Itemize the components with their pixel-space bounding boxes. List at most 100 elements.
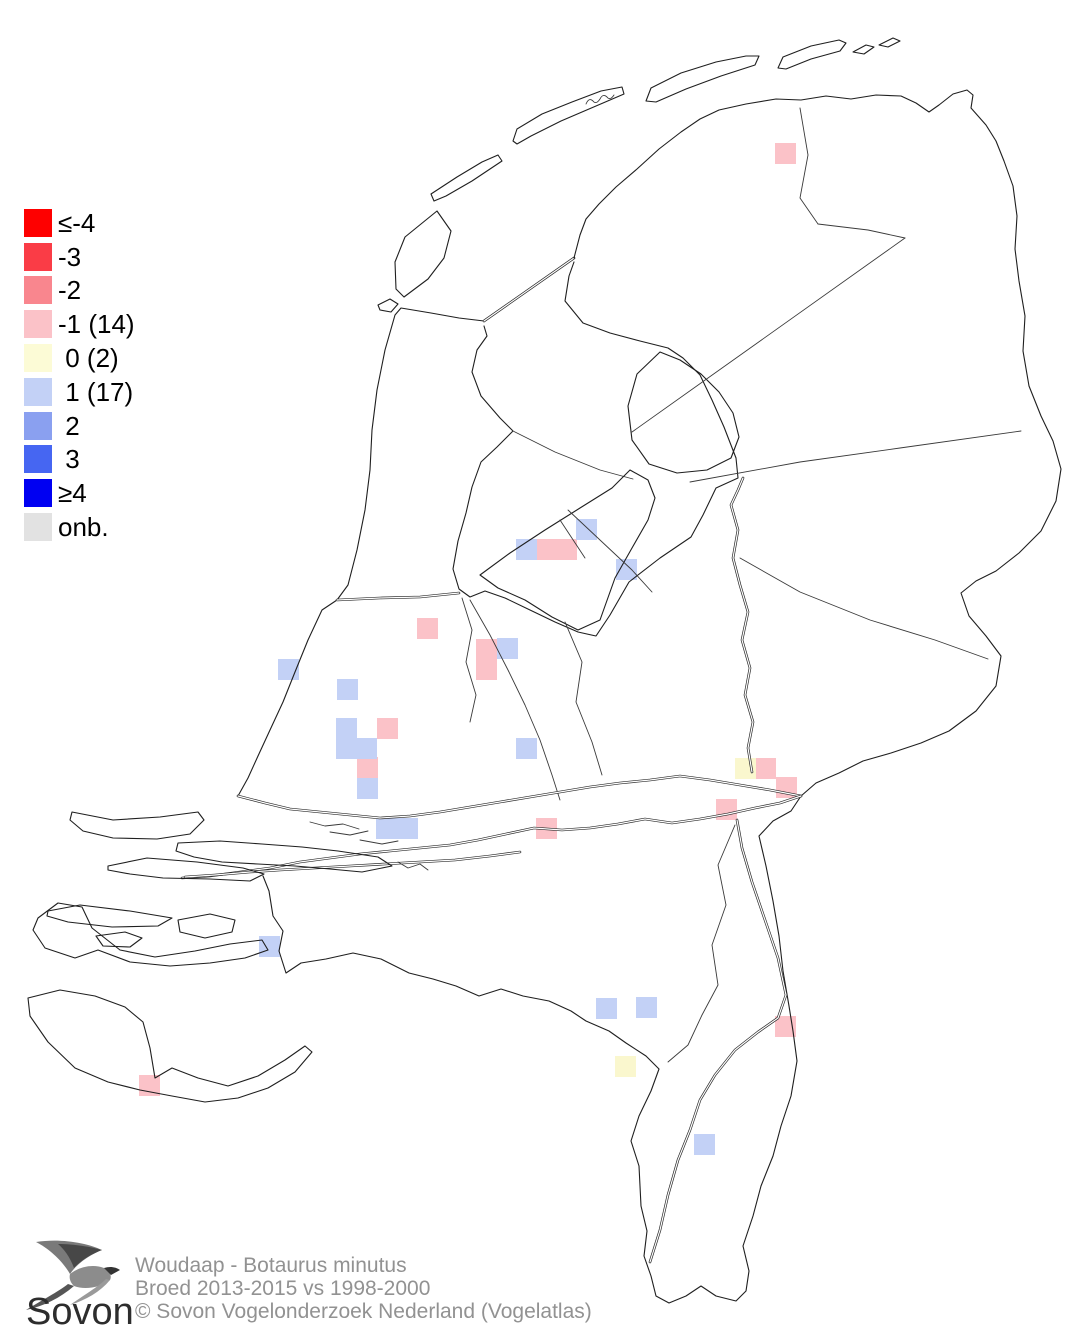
grid-square (377, 718, 398, 739)
island-texel (394, 210, 452, 298)
sovon-logo: Sovon (26, 1240, 134, 1333)
swallow-tail-icon (26, 1284, 74, 1310)
grid-square (596, 998, 617, 1019)
grid-square (616, 559, 637, 580)
island-schouwen-duiveland (46, 904, 173, 928)
grid-square (516, 738, 537, 759)
legend-item: 2 (24, 409, 135, 443)
noordzeekanaal-inner (336, 592, 460, 601)
swallow-head-icon (104, 1266, 120, 1275)
island-terschelling (512, 86, 625, 145)
rotterdam-harbour-marks (309, 821, 429, 871)
river-waal-inner (181, 795, 802, 879)
grid-square (576, 519, 597, 540)
border-friesland-groningen (799, 107, 819, 225)
grid-square (775, 143, 796, 164)
legend-swatch (24, 377, 52, 406)
legend-label: ≤-4 (58, 207, 96, 238)
border-groningen-drenthe (817, 223, 906, 239)
legend-item: 0 (2) (24, 341, 135, 375)
map-outlines (27, 37, 1062, 1304)
swallow-tail2-icon (70, 1279, 110, 1305)
legend-swatch (24, 276, 52, 305)
grid-square (775, 1016, 796, 1037)
grid-square (476, 639, 497, 660)
period-subtitle: Broed 2013-2015 vs 1998-2000 (135, 1277, 431, 1300)
veluwemeer-dike (567, 509, 653, 593)
island-ameland (645, 55, 760, 103)
map-caption: Woudaap - Botaurus minutus Broed 2013-20… (135, 1254, 592, 1323)
border-friesland-drenthe (631, 237, 906, 433)
legend-swatch (24, 445, 52, 474)
island-rottum-east (878, 37, 901, 48)
grid-square (357, 757, 378, 778)
legend-swatch (24, 513, 52, 542)
legend-item: -1 (14) (24, 307, 135, 341)
species-title: Woudaap - Botaurus minutus (135, 1254, 407, 1277)
grid-square (336, 738, 357, 759)
river-lek-inner (237, 775, 802, 819)
island-goeree-overflakkee (107, 857, 265, 882)
legend-label: -1 (14) (58, 309, 135, 340)
river-ijssel (729, 476, 755, 774)
grid-square (536, 539, 557, 560)
grid-square (397, 818, 418, 839)
grid-square (336, 718, 357, 739)
map-legend: ≤-4 -3 -2 -1 (14) 0 (2) 1 (17) 2 3 ≥4 onb. (24, 206, 135, 544)
legend-label: 0 (2) (58, 343, 119, 374)
legend-swatch (24, 411, 52, 440)
flevoland (479, 469, 656, 631)
afsluitdijk-inner (483, 257, 575, 322)
river-maas (648, 818, 788, 1264)
legend-label: -2 (58, 275, 82, 306)
sovon-logo-text: Sovon (26, 1291, 134, 1333)
island-noorderhaaks (377, 298, 399, 313)
west-coastline (237, 307, 485, 797)
legend-item: -3 (24, 240, 135, 274)
grid-square (476, 659, 497, 680)
swallow-wing-dark-icon (58, 1244, 102, 1268)
dune-marks (585, 94, 615, 105)
zeeuws-vlaanderen (27, 989, 313, 1103)
legend-item: -2 (24, 274, 135, 308)
legend-label: ≥4 (58, 478, 87, 509)
legend-label: onb. (58, 512, 109, 543)
grid-square (356, 738, 377, 759)
grid-square (337, 679, 358, 700)
legend-label: 3 (58, 444, 80, 475)
grid-square (694, 1134, 715, 1155)
grid-square (376, 818, 397, 839)
island-hoeksche-waard (175, 840, 393, 873)
legend-item: onb. (24, 510, 135, 544)
grid-square (497, 638, 518, 659)
legend-item: 3 (24, 443, 135, 477)
legend-swatch (24, 479, 52, 508)
legend-label: -3 (58, 241, 82, 272)
island-voorne-putten (69, 811, 205, 840)
grid-square (417, 618, 438, 639)
swallow-body-icon (69, 1266, 111, 1288)
legend-swatch (24, 310, 52, 339)
legend-label: 1 (17) (58, 376, 134, 407)
copyright-line: © Sovon Vogelonderzoek Nederland (Vogela… (135, 1300, 592, 1323)
border-utrecht-gelderland (564, 621, 603, 776)
north-east-south-border (262, 89, 1062, 1304)
legend-item: 1 (17) (24, 375, 135, 409)
legend-swatch (24, 208, 52, 237)
island-tholen (177, 913, 236, 939)
border-overijssel-gelderland (739, 557, 989, 660)
island-noord-beveland (95, 931, 143, 948)
walcheren-zuid-beveland (32, 902, 269, 967)
grid-square (735, 758, 756, 779)
grid-square (357, 778, 378, 799)
river-maas-inner (649, 819, 787, 1263)
border-drenthe-overijssel (689, 430, 1022, 483)
grid-square (636, 997, 657, 1018)
island-schiermonnikoog (777, 39, 847, 70)
legend-label: 2 (58, 410, 80, 441)
legend-swatch (24, 344, 52, 373)
legend-item: ≤-4 (24, 206, 135, 240)
grid-square (259, 936, 280, 957)
